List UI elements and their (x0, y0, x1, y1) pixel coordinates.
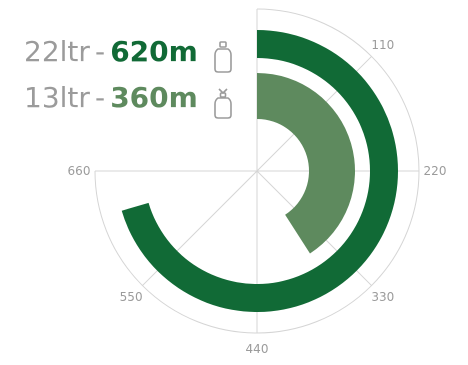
tick-labels: 110 220 330 440 550 660 (68, 38, 447, 356)
legend-entry-13ltr: 13ltr - 360m (24, 78, 235, 119)
legend-separator: - (95, 35, 106, 68)
legend-series-name: 22ltr (24, 35, 90, 68)
radial-bars (121, 30, 399, 312)
tick-label-110: 110 (371, 38, 394, 52)
tick-label-550: 550 (120, 290, 143, 304)
legend-value: 620m (110, 35, 198, 68)
tick-label-440: 440 (246, 342, 269, 356)
small-bottle-icon (214, 87, 232, 119)
legend-separator: - (95, 81, 106, 114)
tick-label-660: 660 (68, 164, 91, 178)
legend-entry-22ltr: 22ltr - 620m (24, 32, 235, 73)
tick-label-220: 220 (424, 164, 447, 178)
legend-value: 360m (110, 81, 198, 114)
large-bottle-icon (214, 40, 232, 73)
legend-series-name: 13ltr (24, 81, 90, 114)
bar-13ltr (257, 73, 355, 254)
tick-label-330: 330 (371, 290, 394, 304)
